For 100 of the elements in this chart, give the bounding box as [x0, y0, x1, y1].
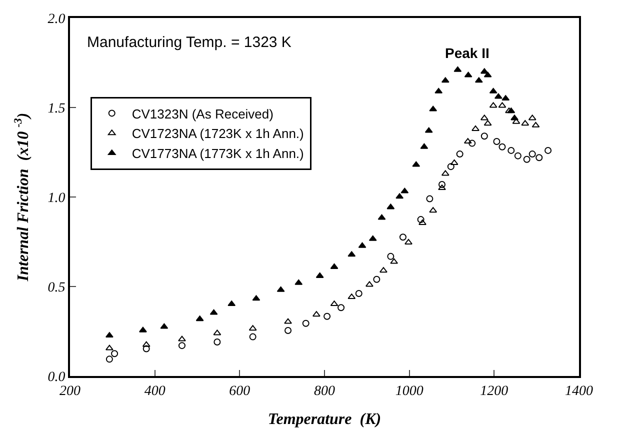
point [544, 146, 552, 154]
point [358, 242, 366, 248]
point [214, 338, 221, 346]
point [514, 152, 522, 160]
point [248, 325, 257, 331]
point [390, 258, 398, 264]
point [105, 344, 114, 350]
point [284, 318, 292, 324]
x-axis-title: Temperature (K) [268, 411, 382, 428]
point [523, 156, 530, 163]
point [404, 238, 412, 244]
point [438, 184, 446, 190]
point [213, 330, 222, 336]
annotation: Manufacturing Temp. = 1323 K [87, 34, 292, 51]
point [210, 309, 218, 315]
point [399, 234, 406, 241]
point [420, 143, 428, 149]
point [249, 333, 256, 340]
point [142, 341, 150, 347]
point [489, 88, 498, 94]
point [532, 122, 540, 128]
point [276, 286, 285, 292]
annotation: Peak II [445, 45, 490, 61]
point [424, 127, 433, 133]
point [441, 170, 450, 176]
point [507, 108, 516, 114]
point [429, 106, 438, 112]
point [355, 290, 362, 297]
x-tick-label: 1000 [395, 384, 424, 399]
x-tick-label: 400 [144, 384, 166, 399]
point [139, 326, 147, 332]
point [474, 77, 483, 83]
point [480, 114, 488, 120]
point [426, 195, 434, 202]
y-tick-label: 0.0 [48, 370, 66, 385]
point [472, 125, 480, 131]
point [498, 143, 506, 150]
y-tick-label: 1.5 [48, 101, 66, 116]
point [316, 272, 324, 278]
point [418, 219, 426, 225]
point [348, 294, 356, 300]
point [196, 316, 204, 322]
point [429, 207, 438, 213]
point [480, 68, 488, 74]
point [284, 327, 292, 334]
point [312, 311, 320, 317]
point [330, 263, 338, 269]
y-tick-label: 1.0 [48, 190, 66, 206]
point [450, 159, 458, 165]
point [521, 120, 530, 126]
legend-label: CV1723NA (1723K x 1h Ann.) [132, 126, 304, 142]
point [106, 356, 113, 363]
point [505, 108, 513, 114]
point [434, 88, 443, 94]
point [178, 336, 186, 342]
x-tick-label: 600 [229, 384, 250, 399]
point [228, 300, 236, 306]
point [142, 345, 150, 352]
point [447, 163, 454, 170]
point [484, 72, 492, 78]
point [366, 281, 374, 287]
point [387, 252, 394, 260]
point [373, 276, 380, 283]
x-tick-label: 200 [60, 384, 80, 399]
point [105, 332, 114, 338]
point [493, 138, 500, 146]
point [294, 279, 303, 285]
point [464, 138, 472, 144]
point [378, 214, 386, 220]
y-tick-label: 0.5 [48, 280, 66, 296]
point [412, 161, 420, 167]
point [438, 180, 446, 188]
point [302, 320, 310, 327]
legend-label: CV1323N (As Received) [132, 106, 274, 122]
point [510, 114, 518, 120]
point [348, 251, 356, 257]
point [368, 235, 377, 241]
point [324, 312, 331, 320]
point [498, 102, 506, 108]
legend-label: CV1773NA (1773K x 1h Ann.) [132, 146, 304, 162]
point [160, 323, 168, 329]
point [454, 66, 462, 72]
point [111, 350, 118, 358]
point [456, 150, 464, 158]
point [502, 95, 510, 101]
point [528, 114, 536, 120]
point [484, 120, 492, 126]
point [400, 188, 409, 194]
point [464, 72, 472, 78]
point [330, 300, 338, 306]
x-tick-label: 800 [314, 384, 335, 399]
x-tick-label: 1200 [480, 384, 508, 399]
point [441, 77, 450, 83]
point [528, 150, 536, 158]
point [338, 304, 345, 312]
point [508, 146, 515, 154]
point [380, 267, 388, 273]
point [494, 93, 502, 99]
point [252, 295, 260, 301]
point [178, 342, 186, 350]
